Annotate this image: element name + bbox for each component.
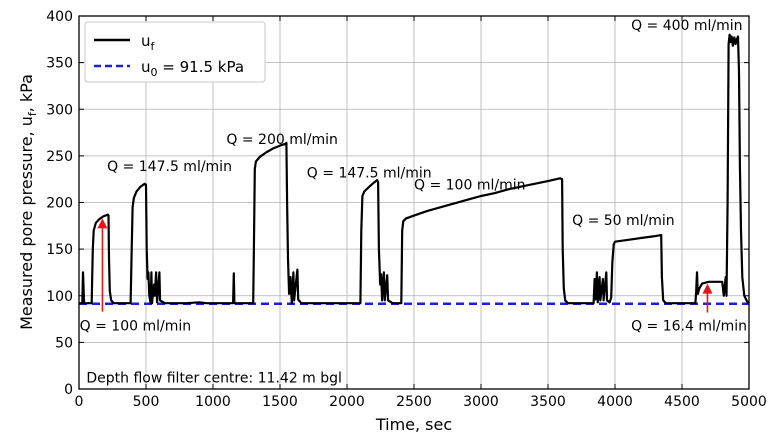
flow-rate-annotation: Q = 400 ml/min xyxy=(631,18,742,34)
legend-u0-label: u0 = 91.5 kPa xyxy=(141,58,244,79)
x-tick-label: 5000 xyxy=(731,394,767,410)
flow-rate-annotation: Q = 50 ml/min xyxy=(572,213,675,229)
depth-annotation: Depth flow filter centre: 11.42 m bgl xyxy=(86,370,342,386)
y-tick-label: 300 xyxy=(46,102,73,118)
legend-u0-main: u xyxy=(141,58,151,76)
y-axis-title: Measured pore pressure, uf, kPa xyxy=(17,74,39,330)
y-tick-label: 350 xyxy=(46,56,73,72)
y-axis-title-main: Measured pore pressure, u xyxy=(17,116,36,330)
series-uf-line xyxy=(79,33,750,305)
y-tick-label: 0 xyxy=(64,382,73,398)
red-arrow-head xyxy=(702,283,713,294)
legend-u0-sub: 0 xyxy=(151,66,158,79)
flow-rate-annotation: Q = 100 ml/min xyxy=(80,318,191,334)
flow-rate-annotation: Q = 147.5 ml/min xyxy=(307,165,432,181)
x-tick-label: 4500 xyxy=(664,394,700,410)
series-layer xyxy=(79,33,750,305)
x-tick-label: 3500 xyxy=(530,394,566,410)
y-tick-label: 250 xyxy=(46,149,73,165)
x-tick-label: 2500 xyxy=(396,394,432,410)
x-tick-label: 1500 xyxy=(262,394,298,410)
x-tick-label: 3000 xyxy=(463,394,499,410)
flow-rate-annotation: Q = 16.4 ml/min xyxy=(631,318,747,334)
y-tick-label: 400 xyxy=(46,9,73,25)
legend-uf-sub: f xyxy=(151,40,156,53)
legend-u0-suffix: = 91.5 kPa xyxy=(158,58,245,76)
y-tick-label: 200 xyxy=(46,196,73,212)
red-arrow-head xyxy=(97,218,108,229)
legend-uf-main: u xyxy=(141,32,151,50)
y-tick-label: 50 xyxy=(55,335,73,351)
y-tick-label: 100 xyxy=(46,289,73,305)
legend-uf-label: uf xyxy=(141,32,156,53)
x-tick-label: 0 xyxy=(75,394,84,410)
x-tick-label: 500 xyxy=(133,394,160,410)
y-tick-label: 150 xyxy=(46,242,73,258)
flow-rate-annotation: Q = 100 ml/min xyxy=(414,177,525,193)
x-tick-label: 2000 xyxy=(329,394,365,410)
x-axis-title: Time, sec xyxy=(375,415,452,434)
flow-rate-annotation: Q = 147.5 ml/min xyxy=(107,159,232,175)
flow-rate-annotation: Q = 200 ml/min xyxy=(226,132,337,148)
x-tick-label: 1000 xyxy=(195,394,231,410)
y-axis-title-unit: , kPa xyxy=(17,74,36,112)
y-axis-title-sub: f xyxy=(26,111,39,116)
x-tick-label: 4000 xyxy=(597,394,633,410)
axis-ticks: 0 500 1000 1500 2000 2500 3000 3500 4000 4500 5000… xyxy=(46,9,767,410)
arrow-layer xyxy=(97,218,713,313)
legend: uf u0 = 91.5 kPa xyxy=(84,21,266,83)
